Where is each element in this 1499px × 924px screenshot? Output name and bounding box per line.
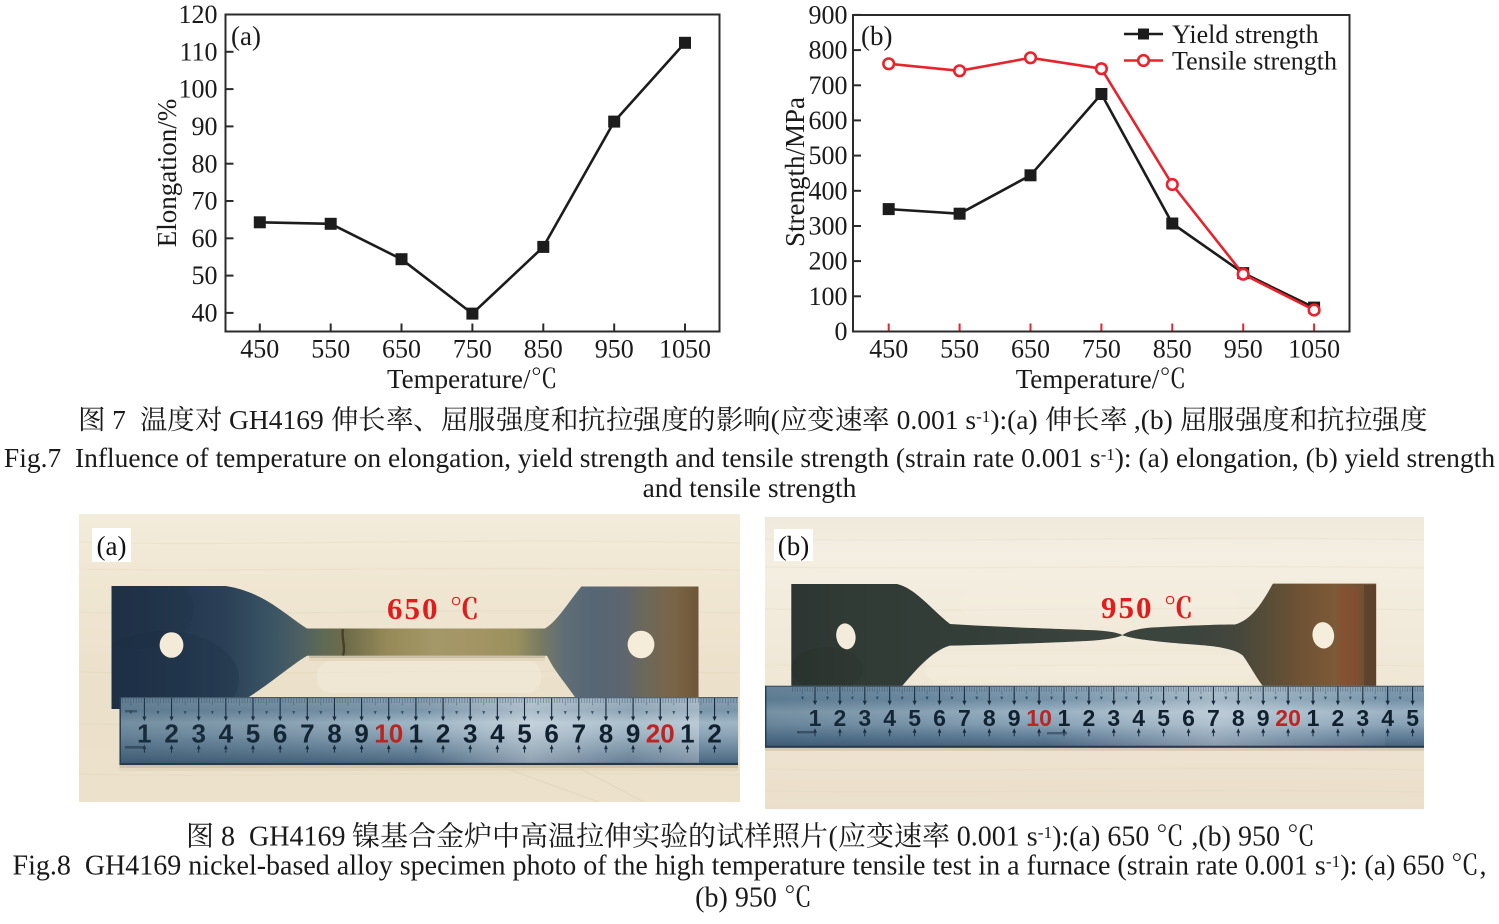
svg-text:110: 110	[179, 37, 217, 66]
svg-text:550: 550	[311, 335, 350, 364]
svg-text:950: 950	[1224, 335, 1263, 364]
svg-text:Temperature/: Temperature/	[1016, 364, 1160, 394]
svg-text:80: 80	[192, 149, 218, 178]
svg-text:10: 10	[1026, 705, 1052, 731]
svg-text:6: 6	[544, 719, 558, 749]
svg-text:1: 1	[680, 719, 694, 749]
svg-text:900: 900	[809, 1, 848, 30]
svg-text:600: 600	[809, 106, 848, 135]
svg-text:20: 20	[646, 719, 675, 749]
svg-text:950: 950	[1101, 590, 1154, 625]
svg-text:8: 8	[599, 719, 613, 749]
svg-text:Tensile strength: Tensile strength	[1172, 46, 1337, 75]
svg-text:1: 1	[1058, 705, 1071, 731]
svg-text:550: 550	[940, 335, 979, 364]
svg-text:4: 4	[490, 719, 505, 749]
svg-text:1050: 1050	[659, 335, 711, 364]
svg-text:Elongation/%: Elongation/%	[152, 99, 182, 247]
svg-text:9: 9	[1257, 705, 1270, 731]
svg-text:100: 100	[809, 282, 848, 311]
svg-text:1050: 1050	[1288, 335, 1340, 364]
svg-text:6: 6	[1182, 705, 1195, 731]
svg-text:650: 650	[1011, 335, 1050, 364]
svg-text:Temperature/: Temperature/	[387, 364, 531, 394]
svg-text:4: 4	[1132, 705, 1145, 731]
svg-text:1: 1	[409, 719, 423, 749]
svg-text:750: 750	[453, 335, 492, 364]
svg-text:4: 4	[1381, 705, 1394, 731]
svg-text:850: 850	[1153, 335, 1192, 364]
svg-text:650: 650	[382, 335, 421, 364]
svg-text:650: 650	[387, 591, 440, 626]
svg-text:20: 20	[1275, 705, 1301, 731]
svg-text:90: 90	[192, 112, 218, 141]
svg-text:8: 8	[1232, 705, 1245, 731]
svg-text:2: 2	[1332, 705, 1345, 731]
svg-text:450: 450	[869, 335, 908, 364]
svg-text:Strength/MPa: Strength/MPa	[780, 97, 810, 247]
svg-text:3: 3	[463, 719, 477, 749]
svg-text:5: 5	[1157, 705, 1170, 731]
svg-text:700: 700	[809, 71, 848, 100]
svg-text:3: 3	[1356, 705, 1369, 731]
svg-text:100: 100	[179, 75, 218, 104]
svg-text:2: 2	[707, 719, 721, 749]
svg-text:800: 800	[809, 36, 848, 65]
svg-text:3: 3	[1107, 705, 1120, 731]
svg-text:(a): (a)	[97, 531, 127, 561]
svg-text:1: 1	[1307, 705, 1320, 731]
svg-text:(b): (b)	[778, 531, 809, 561]
svg-text:60: 60	[192, 224, 218, 253]
svg-text:7: 7	[1207, 705, 1220, 731]
svg-text:9: 9	[626, 719, 640, 749]
svg-text:200: 200	[809, 247, 848, 276]
svg-text:5: 5	[517, 719, 531, 749]
svg-text:500: 500	[809, 141, 848, 170]
svg-text:40: 40	[192, 299, 218, 328]
svg-text:300: 300	[809, 212, 848, 241]
svg-text:5: 5	[1406, 705, 1419, 731]
svg-text:120: 120	[179, 0, 218, 29]
svg-text:(a): (a)	[231, 21, 261, 51]
svg-text:(b): (b)	[861, 21, 892, 51]
svg-text:0: 0	[835, 317, 848, 346]
svg-text:50: 50	[192, 261, 218, 290]
svg-text:70: 70	[192, 187, 218, 216]
svg-text:Yield strength: Yield strength	[1172, 20, 1319, 49]
svg-text:450: 450	[240, 335, 279, 364]
svg-text:400: 400	[809, 176, 848, 205]
svg-text:950: 950	[595, 335, 634, 364]
svg-text:850: 850	[524, 335, 563, 364]
svg-text:7: 7	[572, 719, 586, 749]
svg-text:2: 2	[1083, 705, 1096, 731]
svg-text:750: 750	[1082, 335, 1121, 364]
svg-text:2: 2	[436, 719, 450, 749]
